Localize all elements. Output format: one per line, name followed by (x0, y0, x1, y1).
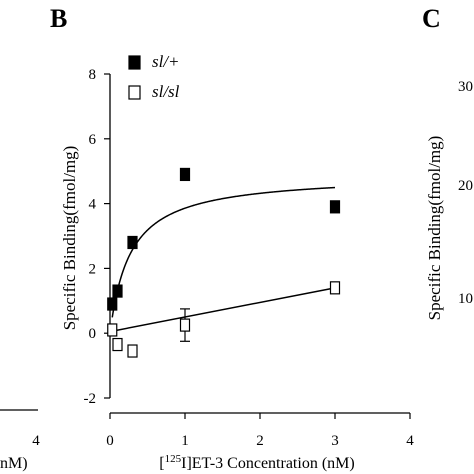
point-series-1 (179, 318, 191, 332)
panel-b-chart: -2 0 2 4 6 8 0 1 2 3 4 sl/+ sl/sl Specific Bindin… (60, 52, 414, 472)
data-points (107, 167, 341, 358)
point-series-0 (329, 200, 341, 214)
point-series-1 (112, 337, 123, 352)
point-series-0 (107, 297, 118, 311)
x-ticks: 0 1 2 3 4 (106, 413, 414, 449)
right-y-axis-label: Specific Binding(fmol/mg) (425, 136, 444, 321)
panel-label-c: C (422, 4, 441, 33)
y-tick-label: 8 (89, 67, 97, 83)
point-series-0 (127, 235, 138, 250)
right-tick-label-10: 10 (458, 291, 473, 307)
x-axis-label-prefix: [ (159, 455, 164, 472)
point-series-1 (329, 281, 341, 295)
fit-line-series-0 (111, 186, 336, 318)
left-tick-label: 4 (32, 433, 40, 449)
y-ticks: -2 0 2 4 6 8 (84, 67, 110, 407)
x-tick-label: 2 (256, 433, 264, 449)
y-tick-label: 2 (89, 261, 97, 277)
x-tick-label: 0 (106, 433, 114, 449)
y-tick-label: -2 (84, 391, 97, 407)
x-tick-label: 3 (331, 433, 339, 449)
x-axis-label-sup: 125 (165, 453, 182, 465)
y-tick-label: 4 (89, 197, 97, 213)
right-panel-fragment: Specific Binding(fmol/mg) 30 20 10 (425, 79, 473, 320)
y-tick-label: 6 (89, 132, 97, 148)
y-axis-label: Specific Binding(fmol/mg) (60, 146, 79, 331)
y-tick-label: 0 (89, 326, 97, 342)
legend-marker-sl-sl (128, 85, 141, 100)
fit-curves (109, 186, 336, 333)
point-series-0 (179, 167, 191, 182)
left-panel-fragment: 4 nM) (0, 409, 40, 472)
point-series-1 (127, 344, 138, 358)
point-series-0 (112, 284, 123, 298)
x-axis-label: [125I]ET-3 Concentration (nM) (159, 453, 354, 472)
legend-label-sl-sl: sl/sl (152, 82, 180, 101)
legend-label-sl-plus: sl/+ (152, 52, 180, 71)
point-series-1 (107, 323, 118, 337)
panel-label-b: B (50, 4, 67, 33)
right-tick-label-20: 20 (458, 178, 473, 194)
left-axis-text-tail: nM) (0, 455, 28, 472)
x-axis-label-rest: I]ET-3 Concentration (nM) (181, 455, 355, 472)
legend-marker-sl-plus (128, 55, 141, 70)
x-tick-label: 1 (181, 433, 189, 449)
legend: sl/+ sl/sl (128, 52, 180, 101)
right-tick-label-30: 30 (458, 79, 473, 95)
x-tick-label: 4 (406, 433, 414, 449)
fit-line-series-1 (109, 287, 336, 333)
